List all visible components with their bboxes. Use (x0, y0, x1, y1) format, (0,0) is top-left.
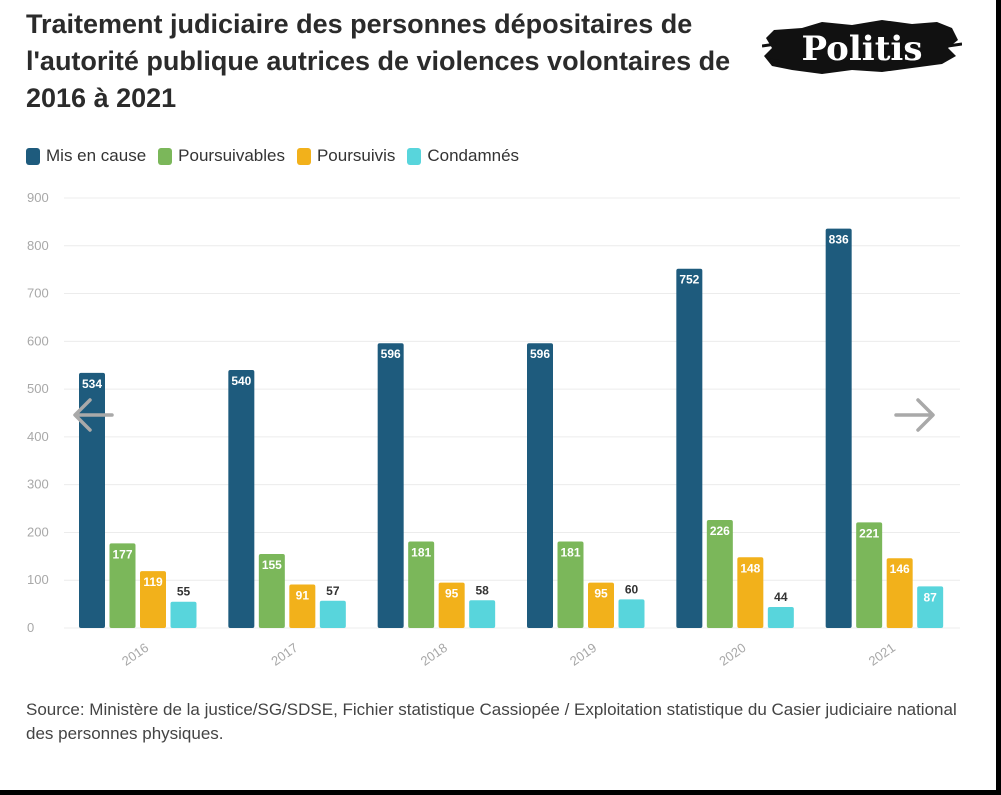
y-tick-label: 500 (27, 381, 49, 396)
bar-mis-en-cause (228, 370, 255, 628)
x-tick-label: 2020 (716, 640, 748, 669)
legend-swatch (158, 147, 173, 165)
bar-condamnes (469, 600, 496, 628)
y-tick-label: 200 (27, 524, 49, 539)
data-label: 221 (859, 526, 879, 540)
x-tick-label: 2018 (418, 640, 450, 669)
data-label: 596 (530, 347, 550, 361)
data-label: 177 (112, 547, 132, 561)
bar-poursuivables (258, 553, 285, 628)
legend-label: Condamnés (427, 146, 520, 165)
data-label: 148 (740, 561, 760, 575)
politis-logo: Politis (762, 20, 962, 74)
y-tick-label: 0 (27, 620, 34, 635)
bar-poursuivables (109, 543, 136, 628)
bar-poursuivis (737, 557, 764, 628)
y-tick-label: 400 (27, 429, 49, 444)
data-label: 58 (475, 583, 489, 597)
bar-poursuivables (856, 522, 883, 628)
data-label: 55 (177, 585, 191, 599)
bar-condamnes (319, 600, 346, 628)
y-tick-label: 700 (27, 286, 49, 301)
data-label: 596 (381, 347, 401, 361)
x-tick-label: 2017 (268, 640, 300, 669)
bar-condamnes (170, 601, 197, 628)
bar-poursuivis (588, 582, 614, 628)
legend-label: Poursuivables (178, 146, 285, 165)
x-tick-label: 2021 (866, 640, 898, 669)
bar-mis-en-cause (676, 268, 703, 628)
legend-label: Poursuivis (316, 146, 396, 165)
x-tick-label: 2019 (567, 640, 599, 669)
legend-item-poursuivables[interactable]: Poursuivables (158, 146, 285, 166)
legend-item-condamnes[interactable]: Condamnés (407, 146, 519, 166)
data-label: 181 (560, 546, 580, 560)
data-label: 836 (829, 233, 849, 247)
bar-poursuivables (706, 520, 733, 628)
bar-poursuivis (438, 582, 465, 628)
bar-mis-en-cause (527, 343, 553, 628)
y-tick-label: 300 (27, 477, 49, 492)
data-label: 57 (326, 584, 340, 598)
arrow-left-icon[interactable] (70, 396, 116, 434)
data-label: 60 (625, 582, 639, 596)
bar-poursuivables (408, 541, 435, 628)
data-label: 91 (296, 589, 310, 603)
legend-swatch (407, 147, 422, 165)
legend-swatch (296, 147, 311, 165)
y-tick-label: 100 (27, 572, 49, 587)
legend: Mis en cause Poursuivables Poursuivis Conda… (26, 146, 531, 166)
legend-item-poursuivis[interactable]: Poursuivis (296, 146, 396, 166)
bar-condamnes (917, 586, 944, 628)
legend-swatch (26, 147, 40, 165)
data-label: 752 (679, 273, 699, 287)
data-label: 181 (411, 546, 431, 560)
logo-text: Politis (802, 29, 923, 69)
bar-mis-en-cause (825, 228, 852, 629)
bar-poursuivis (886, 558, 913, 628)
arrow-right-icon[interactable] (892, 396, 938, 434)
data-label: 226 (710, 524, 730, 538)
bar-mis-en-cause (79, 372, 105, 628)
legend-label: Mis en cause (46, 146, 147, 165)
x-tick-label: 2016 (119, 640, 151, 669)
y-tick-label: 800 (27, 238, 49, 253)
y-tick-label: 600 (27, 333, 49, 348)
bar-condamnes (767, 606, 794, 628)
bar-poursuivis (140, 571, 166, 628)
data-label: 540 (231, 374, 251, 388)
bar-condamnes (618, 599, 645, 628)
bar-chart: 0 100 200 300 400 500 600 700 800 900 534 177 119 55 2… (27, 190, 960, 669)
data-label: 95 (445, 587, 459, 601)
bar-poursuivables (557, 541, 584, 628)
y-tick-label: 900 (27, 190, 49, 205)
data-label: 95 (594, 587, 608, 601)
data-label: 119 (143, 575, 163, 589)
chart-title: Traitement judiciaire des personnes dépo… (26, 9, 731, 113)
data-label: 146 (890, 562, 910, 576)
data-label: 155 (262, 558, 282, 572)
data-label: 44 (774, 590, 788, 604)
data-label: 534 (82, 377, 102, 391)
source-note: Source: Ministère de la justice/SG/SDSE,… (26, 700, 957, 743)
bar-poursuivis (289, 584, 316, 628)
legend-item-mis-en-cause[interactable]: Mis en cause (26, 146, 146, 166)
data-label: 87 (923, 590, 937, 604)
bar-mis-en-cause (377, 343, 404, 628)
